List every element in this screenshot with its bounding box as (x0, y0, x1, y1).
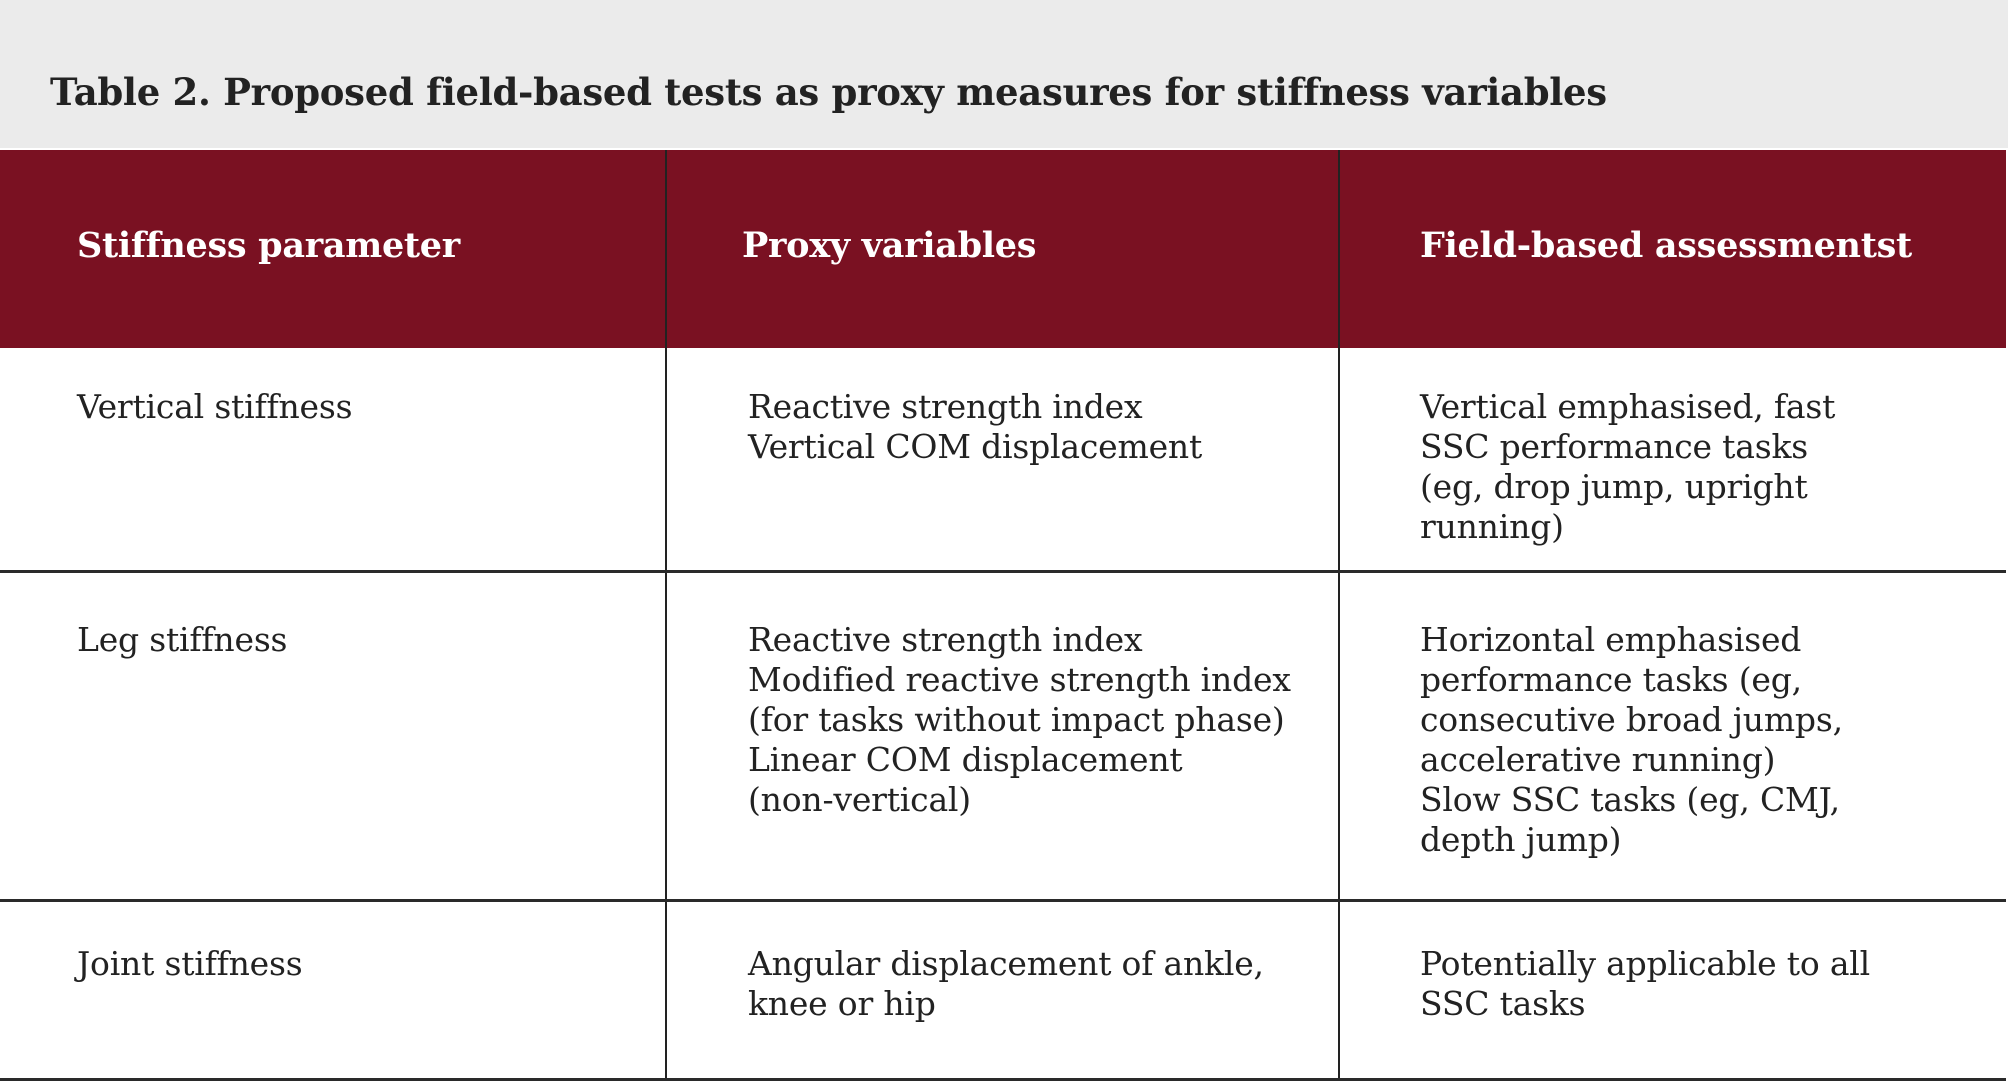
cell-proxy: Angular displacement of ankle, knee or h… (748, 944, 1264, 1023)
row-divider (0, 899, 2006, 902)
title-band (0, 0, 2008, 148)
column-header-stiffness-parameter: Stiffness parameter (77, 225, 460, 266)
cell-assessment: Potentially applicable to all SSC tasks (1420, 944, 1870, 1023)
cell-proxy: Reactive strength index Vertical COM dis… (748, 387, 1203, 466)
cell-parameter: Leg stiffness (77, 620, 288, 659)
column-divider (1338, 150, 1340, 1079)
column-divider (665, 150, 667, 1079)
cell-assessment: Vertical emphasised, fast SSC performanc… (1420, 387, 1836, 546)
cell-parameter: Joint stiffness (77, 944, 303, 983)
table-title: Table 2. Proposed field-based tests as p… (50, 70, 1607, 114)
column-header-proxy-variables: Proxy variables (742, 225, 1037, 266)
row-divider (0, 570, 2006, 573)
cell-proxy: Reactive strength index Modified reactiv… (748, 620, 1291, 819)
table-header (0, 150, 2006, 348)
cell-assessment: Horizontal emphasised performance tasks … (1420, 620, 1843, 859)
row-divider (0, 1078, 2006, 1081)
column-header-field-based-assessments: Field-based assessmentst (1420, 225, 1912, 266)
cell-parameter: Vertical stiffness (77, 387, 353, 426)
